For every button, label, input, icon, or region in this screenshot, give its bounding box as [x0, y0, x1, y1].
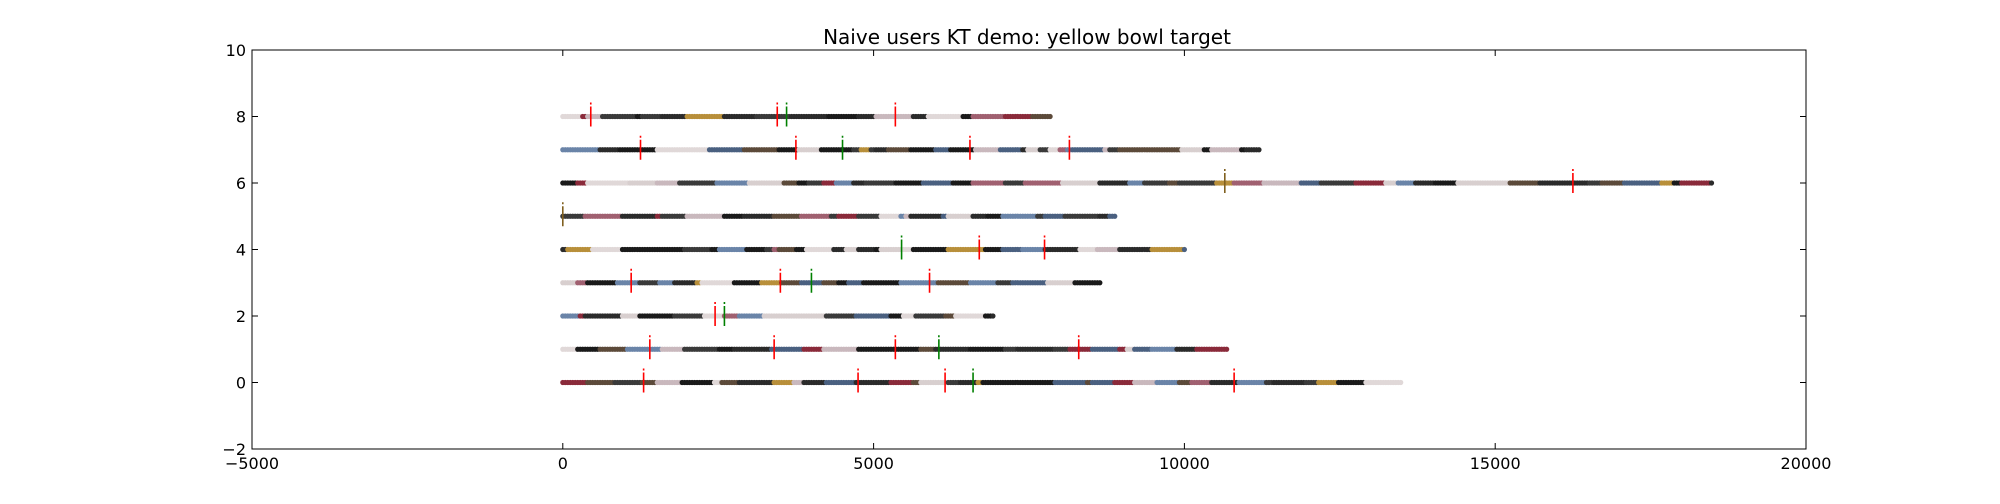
data-point	[1708, 180, 1715, 186]
x-tick-label: 10000	[1159, 454, 1210, 473]
data-layer	[560, 113, 1715, 386]
series-row-5	[560, 213, 1118, 219]
y-tick-label: 8	[236, 108, 246, 127]
y-tick-label: −2	[222, 440, 246, 459]
x-tick-label: −5000	[225, 454, 279, 473]
data-point	[1398, 379, 1404, 386]
y-tick-label: 10	[226, 41, 246, 60]
data-point	[1256, 147, 1262, 153]
y-tick-label: 4	[236, 241, 246, 260]
marker-layer	[561, 102, 1574, 393]
data-point	[1224, 346, 1230, 352]
x-tick-label: 5000	[853, 454, 894, 473]
data-point	[990, 313, 996, 319]
chart-title: Naive users KT demo: yellow bowl target	[823, 25, 1231, 49]
series-row-4	[560, 246, 1187, 253]
data-point	[1181, 246, 1187, 253]
series-row-3	[560, 280, 1103, 286]
data-point	[1097, 280, 1103, 286]
data-point	[1047, 113, 1053, 120]
data-point	[1112, 213, 1118, 219]
series-row-7	[560, 147, 1262, 153]
x-tick-label: 15000	[1470, 454, 1521, 473]
y-tick-label: 6	[236, 174, 246, 193]
series-row-0	[560, 379, 1404, 386]
y-tick-label: 2	[236, 307, 246, 326]
axis-layer: −5000 0 5000 10000 15000 20000 −2 0 2 4 6 8 10	[222, 41, 1831, 473]
series-row-6	[560, 180, 1715, 186]
series-row-2	[560, 313, 996, 319]
series-row-8	[560, 113, 1053, 120]
x-tick-label: 0	[558, 454, 568, 473]
y-tick-label: 0	[236, 374, 246, 393]
x-tick-label: 20000	[1781, 454, 1832, 473]
series-row-1	[560, 346, 1230, 352]
